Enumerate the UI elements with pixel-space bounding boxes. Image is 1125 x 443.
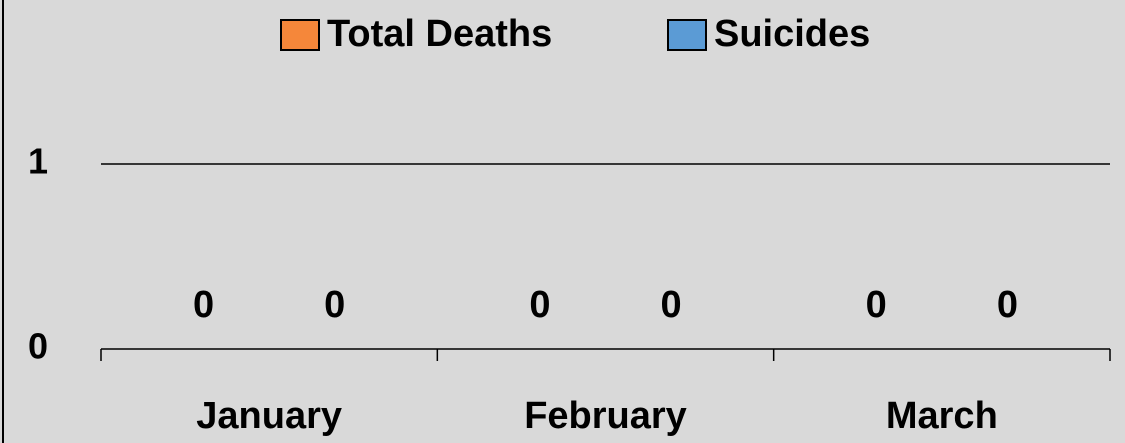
x-tick-label: March [886,395,998,437]
y-tick-label: 1 [28,141,48,182]
legend-swatch [280,19,320,51]
legend-swatch [667,19,707,51]
data-label: 0 [866,284,887,326]
data-label: 0 [661,284,682,326]
x-tick-label: February [524,395,687,437]
x-tick-label: January [196,395,342,437]
legend-label: Suicides [714,13,870,55]
y-tick-label: 0 [28,326,48,367]
data-label: 0 [193,284,214,326]
data-label: 0 [529,284,550,326]
legend-label: Total Deaths [327,13,552,55]
data-label: 0 [324,284,345,326]
legend: Total Deaths Suicides [280,13,870,55]
data-label: 0 [997,284,1018,326]
